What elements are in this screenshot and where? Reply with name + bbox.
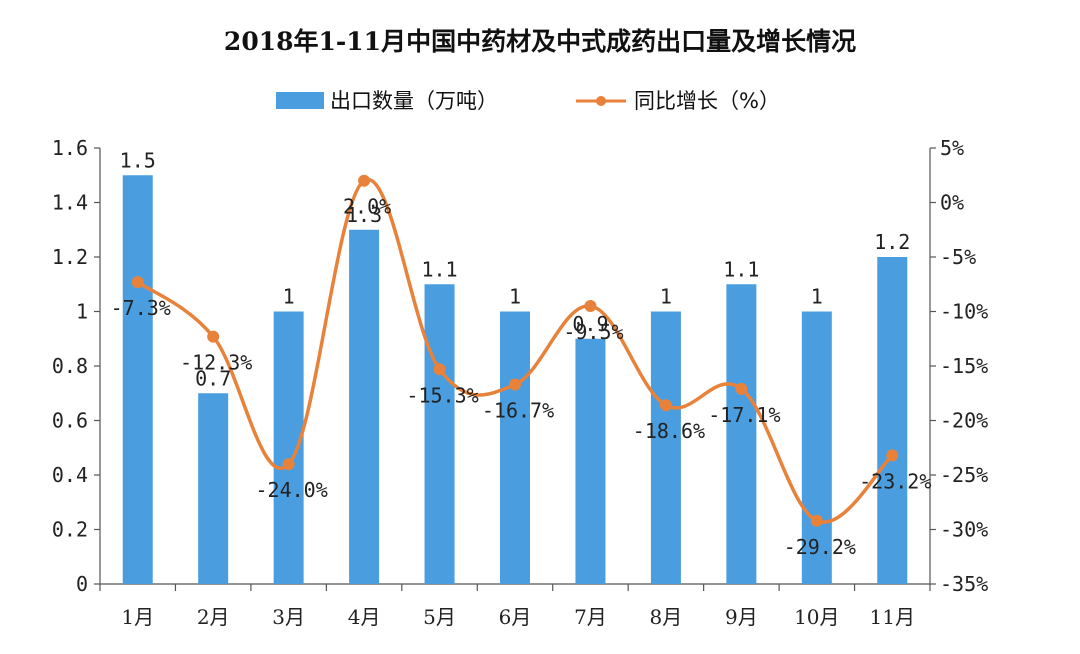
bar-export-volume <box>122 175 153 584</box>
right-tick-label: -25% <box>940 463 988 487</box>
bar-data-label: 1 <box>509 285 521 309</box>
x-tick-label: 6月 <box>499 605 532 629</box>
right-tick-label: -10% <box>940 300 988 324</box>
bar-data-label: 1 <box>660 285 672 309</box>
x-tick-label: 5月 <box>423 605 456 629</box>
right-tick-label: 0% <box>940 191 964 215</box>
growth-point <box>735 382 748 395</box>
x-tick-label: 7月 <box>574 605 607 629</box>
growth-line <box>136 177 894 524</box>
data-labels: 1.5 0.7 1 1.3 1.1 1 0.9 1 1.1 1 1.2 -7.3% -12.3% -24.… <box>111 148 932 559</box>
bar-data-label: 1 <box>811 285 823 309</box>
right-tick-label: -15% <box>940 354 988 378</box>
axes: 0 0.2 0.4 0.6 0.8 1 1.2 1.4 1.6 -35% -30% -25% -20% -… <box>52 136 988 629</box>
left-tick-label: 1.4 <box>52 191 88 215</box>
right-tick-label: 5% <box>940 136 964 160</box>
x-tick-label: 2月 <box>197 605 230 629</box>
right-tick-label: -35% <box>940 572 988 596</box>
x-tick-label: 3月 <box>272 605 305 629</box>
x-tick-label: 9月 <box>725 605 758 629</box>
growth-data-label: -23.2% <box>859 469 931 493</box>
legend-bar-label: 出口数量（万吨） <box>330 89 498 113</box>
bar-export-volume <box>500 311 530 584</box>
bar-data-label: 1.3 <box>346 203 382 227</box>
left-tick-label: 0.2 <box>52 518 88 542</box>
x-tick-label: 8月 <box>650 605 683 629</box>
growth-data-label: -16.7% <box>482 399 554 423</box>
right-tick-label: -5% <box>940 245 976 269</box>
growth-point <box>810 514 823 527</box>
chart-title: 2018年1-11月中国中药材及中式成药出口量及增长情况 <box>224 27 856 56</box>
growth-point <box>358 174 371 187</box>
bar-export-volume <box>349 229 380 584</box>
growth-point <box>131 276 144 289</box>
bar-data-label: 1.5 <box>120 148 156 172</box>
growth-data-label: -12.3% <box>180 351 252 375</box>
x-tick-label: 4月 <box>348 605 381 629</box>
bar-export-volume <box>801 311 832 584</box>
legend-line-marker <box>596 96 606 106</box>
left-tick-label: 1 <box>76 300 88 324</box>
growth-data-label: 2.0% <box>343 195 391 219</box>
right-tick-label: -20% <box>940 409 988 433</box>
left-tick-label: 0 <box>76 572 88 596</box>
growth-point <box>659 399 672 412</box>
legend-bar-swatch <box>276 92 324 109</box>
x-tick-label: 1月 <box>121 605 154 629</box>
bar-data-label: 1.1 <box>421 257 457 281</box>
left-tick-label: 0.4 <box>52 463 88 487</box>
left-tick-label: 1.6 <box>52 136 88 160</box>
x-tick-label: 10月 <box>794 605 839 629</box>
legend-line-label: 同比增长（%） <box>634 89 780 113</box>
growth-data-label: -17.1% <box>708 403 780 427</box>
legend: 出口数量（万吨） 同比增长（%） <box>276 89 780 113</box>
left-tick-label: 0.8 <box>52 354 88 378</box>
bar-export-volume <box>650 311 681 584</box>
growth-data-label: -15.3% <box>406 383 478 407</box>
growth-data-label: -7.3% <box>111 296 171 320</box>
growth-point <box>282 458 295 471</box>
growth-data-label: -18.6% <box>633 419 705 443</box>
bar-data-label: 1.2 <box>874 230 910 254</box>
growth-data-label: -24.0% <box>256 478 328 502</box>
bar-export-volume <box>575 338 606 584</box>
growth-point <box>509 378 521 391</box>
growth-point <box>886 449 899 462</box>
bar-export-volume <box>877 257 908 584</box>
bar-data-label: 0.7 <box>195 366 231 390</box>
bar-data-label: 1.1 <box>723 257 759 281</box>
growth-line-layer <box>131 174 899 527</box>
growth-data-label: -29.2% <box>784 535 856 559</box>
left-tick-label: 0.6 <box>52 409 88 433</box>
x-tick-label: 11月 <box>870 605 915 629</box>
bar-export-volume <box>726 284 757 584</box>
left-tick-label: 1.2 <box>52 245 88 269</box>
growth-point <box>433 363 446 376</box>
bars <box>122 175 908 584</box>
bar-export-volume <box>198 393 229 584</box>
bar-data-label: 0.9 <box>572 312 608 336</box>
right-tick-label: -30% <box>940 518 988 542</box>
growth-data-label: -9.5% <box>563 320 623 344</box>
bar-data-label: 1 <box>283 285 295 309</box>
growth-point <box>207 330 220 343</box>
bar-export-volume <box>424 284 455 584</box>
growth-point <box>584 300 597 313</box>
